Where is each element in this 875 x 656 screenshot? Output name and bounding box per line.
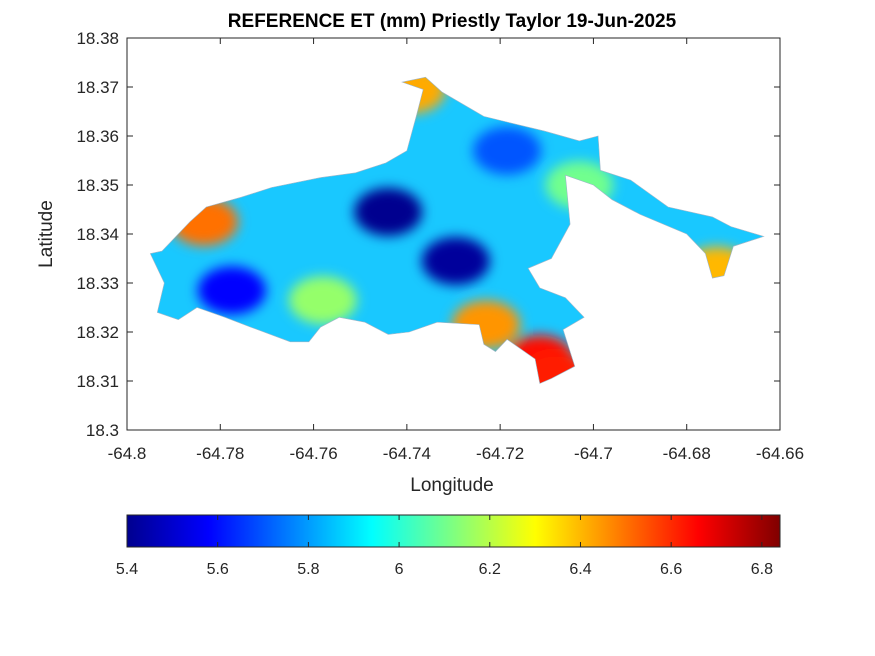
x-tick-label: -64.7	[574, 444, 613, 463]
x-tick-label: -64.66	[756, 444, 804, 463]
colorbar	[126, 514, 781, 548]
colorbar-tick-label: 5.4	[116, 561, 138, 578]
y-axis-label: Latitude	[36, 200, 57, 268]
colorbar-ticks: 5.4 5.6 5.8 6 6.2 6.4 6.6 6.8	[116, 515, 773, 578]
colorbar-tick-label: 6.2	[479, 561, 501, 578]
colorbar-tick-label: 5.6	[207, 561, 229, 578]
y-tick-label: 18.34	[76, 225, 119, 244]
et-feature	[197, 266, 266, 315]
y-tick-label: 18.35	[76, 176, 119, 195]
et-feature	[288, 276, 357, 325]
x-tick-label: -64.74	[383, 444, 431, 463]
et-feature	[473, 126, 542, 175]
y-tick-label: 18.32	[76, 323, 119, 342]
x-tick-label: -64.76	[289, 444, 337, 463]
x-tick-label: -64.78	[196, 444, 244, 463]
y-tick-label: 18.38	[76, 29, 119, 48]
x-axis-label: Longitude	[410, 475, 493, 496]
y-tick-label: 18.37	[76, 78, 119, 97]
chart-title: REFERENCE ET (mm) Priestly Taylor 19-Jun…	[228, 11, 677, 32]
y-tick-label: 18.31	[76, 372, 119, 391]
y-axis: 18.3 18.31 18.32 18.33 18.34 18.35 18.36 18.37 1…	[76, 29, 780, 440]
et-feature	[421, 237, 490, 285]
x-tick-label: -64.68	[663, 444, 711, 463]
et-feature	[354, 187, 423, 236]
colorbar-tick-label: 5.8	[297, 561, 319, 578]
x-tick-label: -64.8	[108, 444, 147, 463]
x-axis: -64.8 -64.78 -64.76 -64.74 -64.72 -64.7 -64.68…	[108, 38, 804, 463]
colorbar-tick-label: 6.8	[751, 561, 773, 578]
y-tick-label: 18.3	[86, 421, 119, 440]
colorbar-tick-label: 6	[395, 561, 404, 578]
y-tick-label: 18.33	[76, 274, 119, 293]
y-tick-label: 18.36	[76, 127, 119, 146]
x-tick-label: -64.72	[476, 444, 524, 463]
colorbar-tick-label: 6.4	[569, 561, 591, 578]
island-outline	[149, 76, 765, 384]
colorbar-tick-label: 6.6	[660, 561, 682, 578]
